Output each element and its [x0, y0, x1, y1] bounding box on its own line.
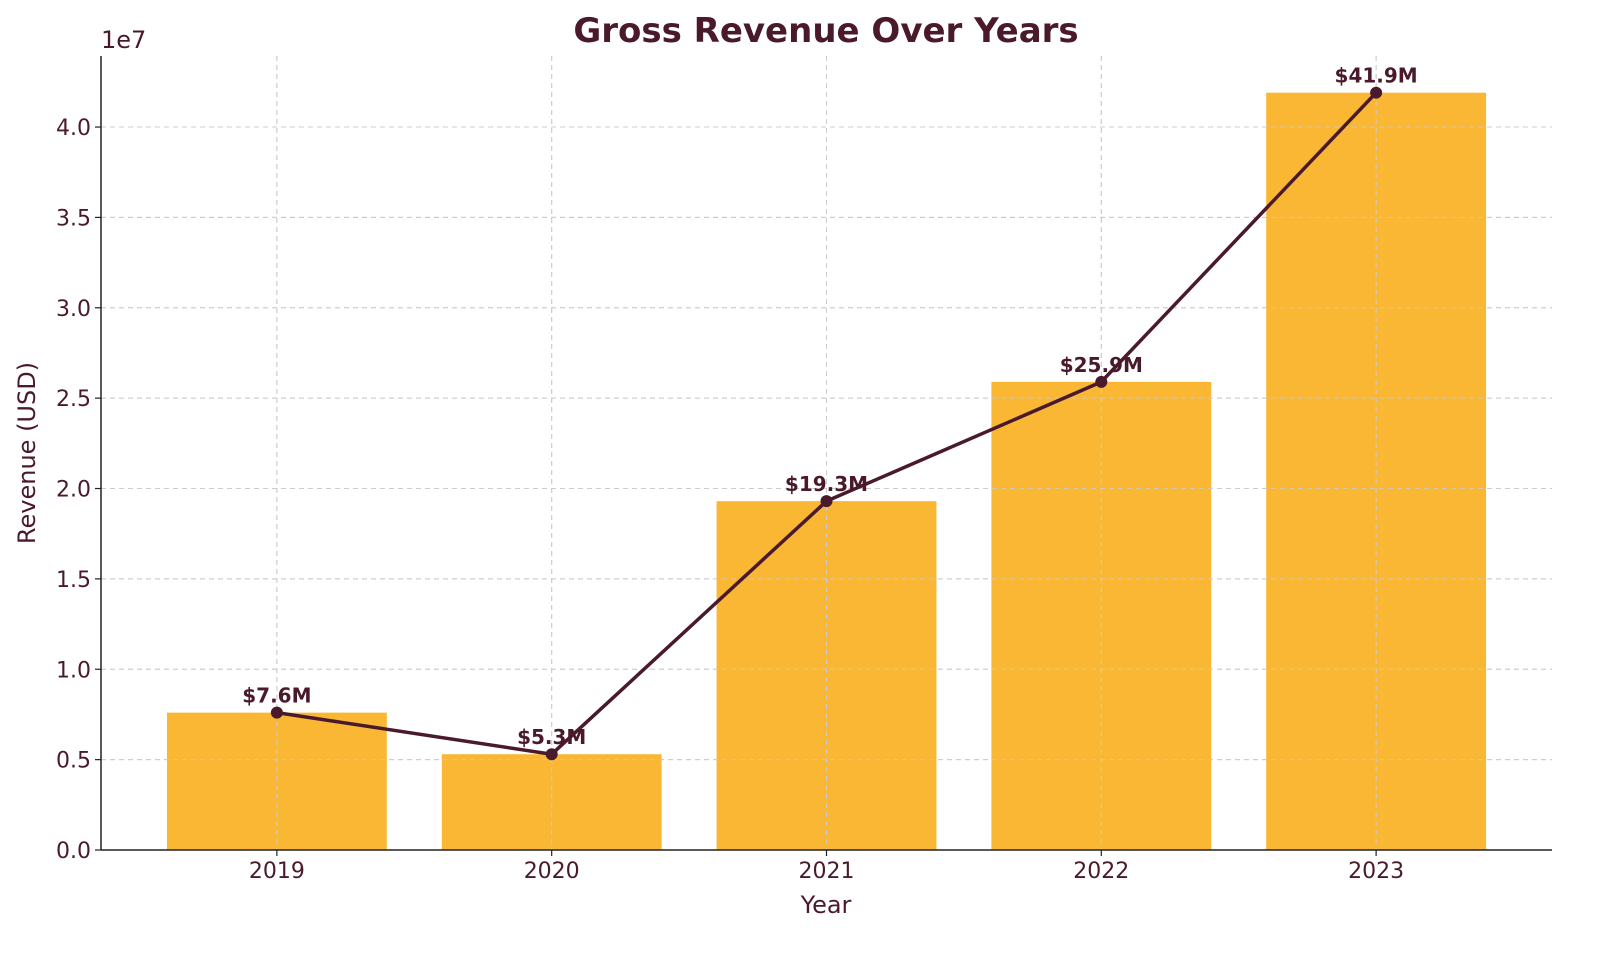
data-label-2022: $25.9M	[1060, 353, 1143, 377]
line-point-2023	[1370, 86, 1383, 99]
x-tick-label: 2019	[249, 859, 305, 884]
y-tick-label: 2.0	[56, 478, 91, 503]
data-label-2019: $7.6M	[242, 684, 311, 708]
line-series: $7.6M $5.3M $19.3M $25.9M $41.9M	[242, 64, 1418, 761]
data-label-2021: $19.3M	[785, 472, 868, 496]
y-tick-label: 2.5	[56, 387, 91, 412]
y-tick-label: 3.5	[56, 206, 91, 231]
y-tick-label: 1.0	[56, 658, 91, 683]
y-tick-label: 1.5	[56, 568, 91, 593]
bar-2021	[716, 501, 937, 850]
y-offset-label: 1e7	[101, 26, 146, 54]
x-tick-label: 2020	[524, 859, 580, 884]
data-label-2023: $41.9M	[1335, 64, 1418, 88]
line-point-2019	[270, 706, 283, 719]
y-tick-label: 0.0	[56, 839, 91, 864]
x-tick-label: 2022	[1073, 859, 1129, 884]
x-axis-label: Year	[800, 891, 852, 919]
bars	[101, 56, 1552, 851]
x-tick-label: 2021	[799, 859, 855, 884]
chart-title: Gross Revenue Over Years	[573, 11, 1078, 51]
data-label-2020: $5.3M	[517, 725, 586, 749]
y-tick-label: 4.0	[56, 116, 91, 141]
axes: 0.0 0.5 1.0 1.5 2.0 2.5 3.0 3.5 4.0 2019 2020 2021 2…	[56, 56, 1552, 884]
y-tick-label: 3.0	[56, 297, 91, 322]
line-point-2021	[820, 495, 833, 508]
line-point-2020	[545, 748, 558, 761]
y-tick-label: 0.5	[56, 749, 91, 774]
y-axis-label: Revenue (USD)	[13, 362, 41, 544]
x-tick-label: 2023	[1348, 859, 1404, 884]
line-point-2022	[1095, 375, 1108, 388]
